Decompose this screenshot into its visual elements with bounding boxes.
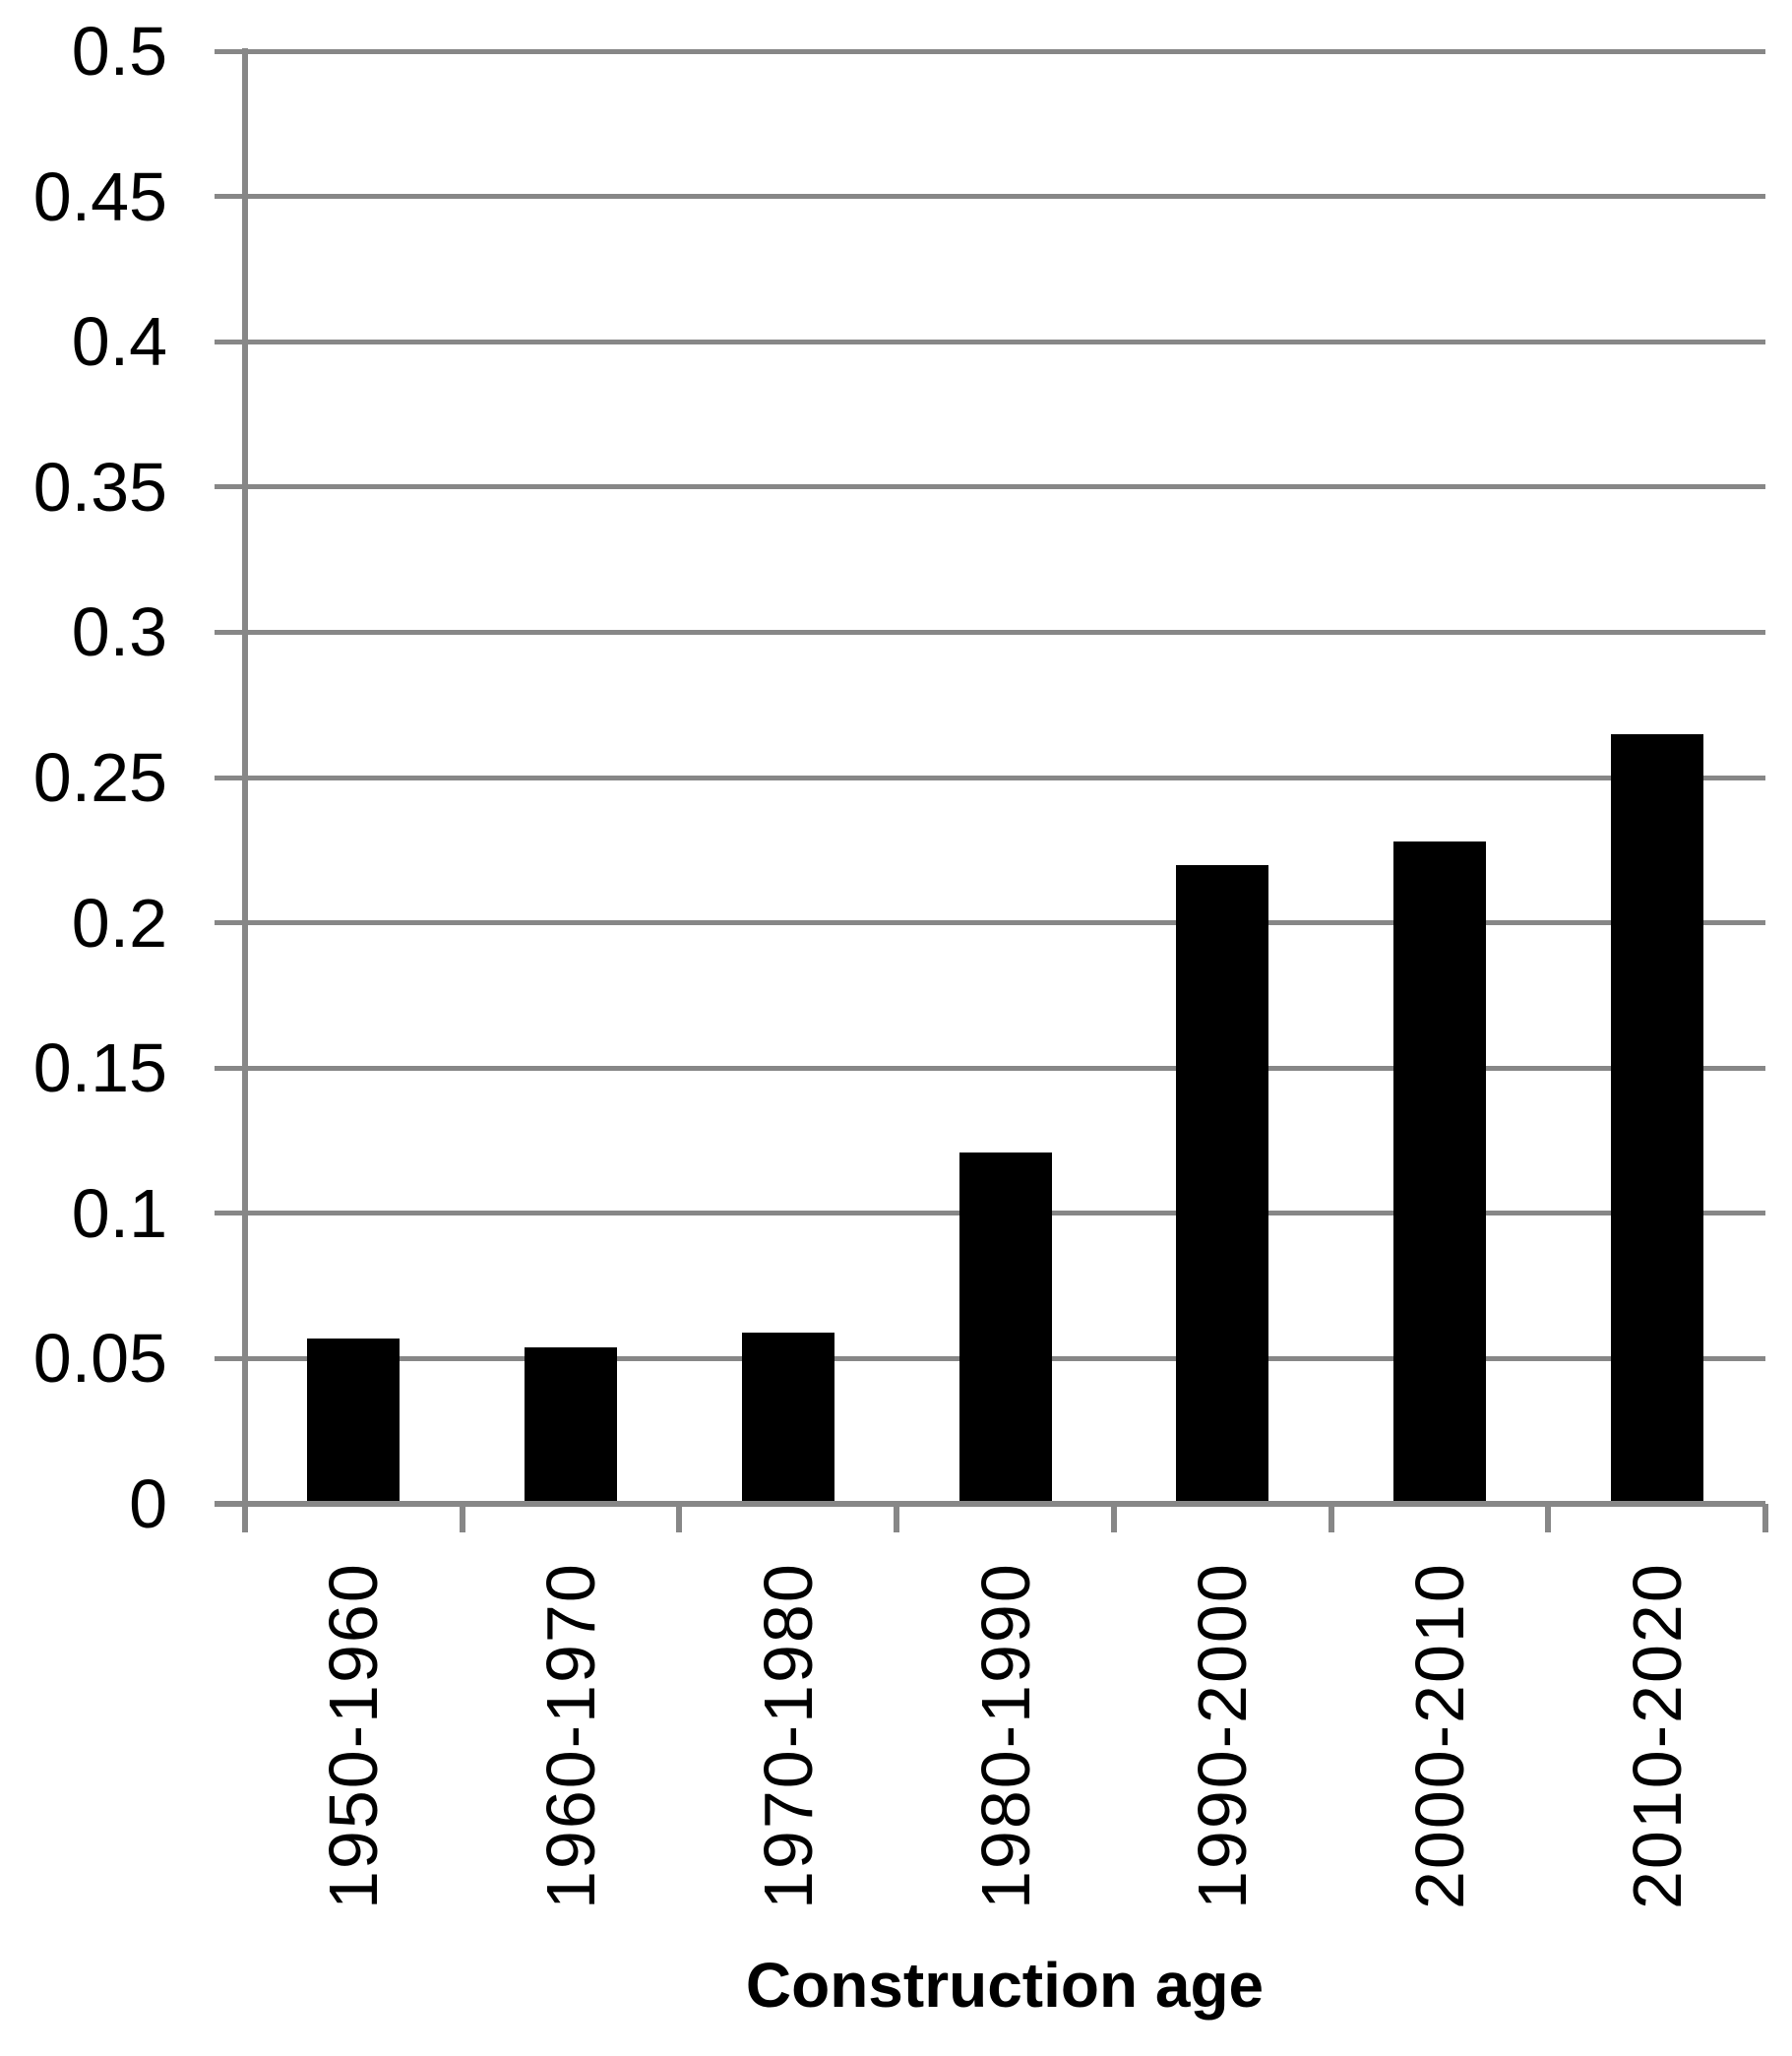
y-tick-label: 0.45 [32, 157, 167, 235]
y-tick-label: 0.1 [71, 1174, 167, 1252]
gridline [215, 629, 1765, 635]
x-tick-mark [1110, 1504, 1117, 1532]
y-tick-label: 0.15 [32, 1029, 167, 1107]
bar [959, 1153, 1052, 1504]
y-tick-label: 0.3 [71, 593, 167, 671]
gridline [215, 48, 1765, 54]
x-tick-label: 1960-1970 [532, 1562, 610, 1909]
gridline [215, 775, 1765, 780]
x-tick-mark [1762, 1504, 1768, 1532]
y-tick-label: 0.25 [32, 739, 167, 816]
x-tick-mark [1545, 1504, 1552, 1532]
bar [1611, 734, 1703, 1504]
bar [742, 1333, 834, 1504]
x-tick-label: 1970-1980 [749, 1562, 827, 1909]
x-tick-label: 1980-1990 [966, 1562, 1044, 1909]
bar [1393, 841, 1486, 1504]
x-tick-mark [242, 1504, 248, 1532]
y-tick-label: 0.2 [71, 884, 167, 962]
y-tick-label: 0 [129, 1465, 167, 1542]
x-tick-label: 1990-2000 [1184, 1562, 1262, 1909]
gridline [215, 339, 1765, 344]
gridline [215, 484, 1765, 490]
y-tick-label: 0.4 [71, 303, 167, 381]
x-tick-label: 1950-1960 [315, 1562, 393, 1909]
y-tick-label: 0.5 [71, 13, 167, 90]
x-tick-mark [1328, 1504, 1334, 1532]
bar [525, 1347, 617, 1504]
x-axis-line [215, 1501, 1765, 1507]
x-tick-label: 2010-2020 [1618, 1562, 1696, 1909]
gridline [215, 1065, 1765, 1071]
y-tick-label: 0.05 [32, 1320, 167, 1398]
x-tick-mark [894, 1504, 900, 1532]
y-axis-line [242, 48, 248, 1532]
bar [1176, 865, 1268, 1504]
x-tick-label: 2000-2010 [1400, 1562, 1478, 1909]
gridline [215, 920, 1765, 926]
x-tick-mark [676, 1504, 683, 1532]
x-tick-mark [459, 1504, 465, 1532]
bar [307, 1339, 400, 1504]
x-axis-title: Construction age [745, 1950, 1265, 2021]
gridline [215, 194, 1765, 200]
y-tick-label: 0.35 [32, 448, 167, 526]
